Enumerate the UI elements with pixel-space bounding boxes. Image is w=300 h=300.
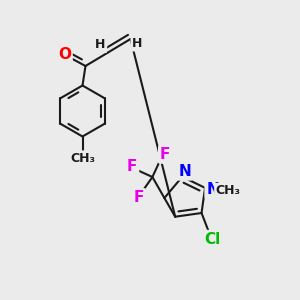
Text: Cl: Cl <box>204 232 220 247</box>
Text: H: H <box>132 37 142 50</box>
Text: CH₃: CH₃ <box>70 152 95 165</box>
Text: F: F <box>134 190 144 205</box>
Text: F: F <box>127 159 137 174</box>
Text: F: F <box>160 147 170 162</box>
Text: O: O <box>58 47 71 62</box>
Text: H: H <box>95 38 106 52</box>
Text: CH₃: CH₃ <box>216 184 241 197</box>
Text: N: N <box>178 164 191 179</box>
Text: N: N <box>206 182 219 197</box>
